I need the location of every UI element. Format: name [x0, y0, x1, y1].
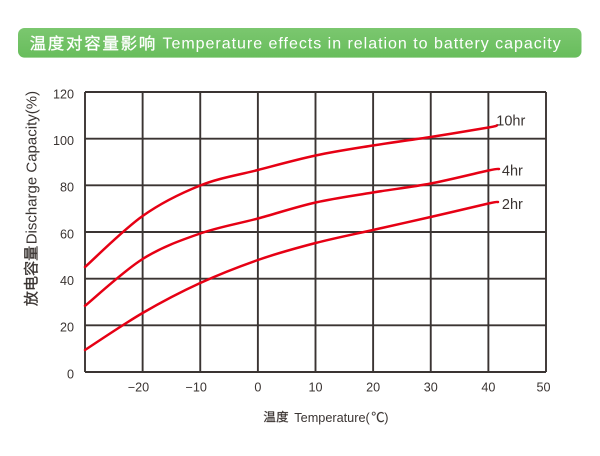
svg-text:40: 40 [60, 274, 74, 288]
svg-text:120: 120 [53, 87, 74, 101]
svg-text:10: 10 [308, 381, 322, 395]
svg-text:30: 30 [424, 381, 438, 395]
svg-text:20: 20 [366, 381, 380, 395]
svg-text:10hr: 10hr [496, 113, 525, 129]
svg-text:80: 80 [60, 181, 74, 195]
svg-text:40: 40 [481, 381, 495, 395]
svg-text:): ) [384, 411, 388, 425]
svg-text:−10: −10 [186, 381, 207, 395]
svg-text:0: 0 [67, 367, 74, 381]
svg-text:20: 20 [60, 321, 74, 335]
svg-text:60: 60 [60, 227, 74, 241]
svg-text:Discharge Capacity(%): Discharge Capacity(%) [24, 91, 41, 244]
svg-text:−20: −20 [128, 381, 149, 395]
svg-text:4hr: 4hr [502, 163, 523, 179]
svg-text:100: 100 [53, 134, 74, 148]
svg-text:2hr: 2hr [502, 197, 523, 213]
svg-text:Temperature effects in relatio: Temperature effects in relation to batte… [163, 35, 562, 52]
svg-text:0: 0 [254, 381, 261, 395]
svg-text:Temperature(: Temperature( [294, 411, 370, 425]
svg-text:50: 50 [536, 381, 550, 395]
